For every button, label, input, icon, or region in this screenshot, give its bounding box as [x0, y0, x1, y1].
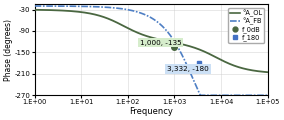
Legend: °A_OL, °A_FB, f_0dB, f_180: °A_OL, °A_FB, f_0dB, f_180: [228, 7, 264, 43]
Text: 3,332, -180: 3,332, -180: [167, 66, 209, 72]
X-axis label: Frequency: Frequency: [129, 107, 173, 116]
Text: 1,000, -135: 1,000, -135: [140, 40, 181, 46]
Y-axis label: Phase (degrees): Phase (degrees): [4, 19, 13, 81]
